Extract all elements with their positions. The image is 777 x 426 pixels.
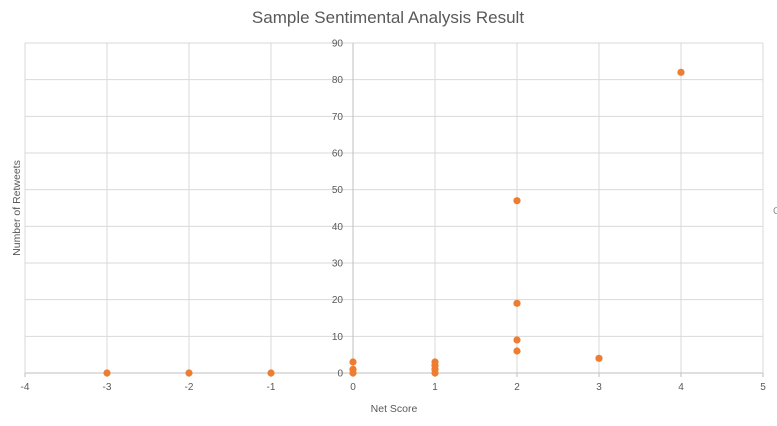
y-tick-label: 50 [332,185,344,196]
y-tick-label: 60 [332,149,344,160]
y-tick-label: 30 [332,259,344,270]
x-tick-label: 0 [350,382,356,393]
cut-off-legend-glyph: C [773,206,777,217]
x-tick-label: 5 [760,382,766,393]
data-point [431,358,439,366]
y-tick-label: 40 [332,222,344,233]
x-tick-label: 3 [596,382,602,393]
x-tick-label: -4 [21,382,30,393]
y-tick-label: 90 [332,39,344,50]
data-point [595,354,603,362]
x-tick-label: -1 [267,382,276,393]
data-point [349,358,357,366]
data-point [349,365,357,373]
data-point [513,347,521,355]
data-point [185,369,193,377]
y-tick-label: 70 [332,112,344,123]
x-tick-label: 2 [514,382,520,393]
gridlines [24,42,764,373]
y-tick-label: 10 [332,332,344,343]
x-tick-label: -3 [103,382,112,393]
x-tick-label: 1 [432,382,438,393]
data-point [103,369,111,377]
chart-title: Sample Sentimental Analysis Result [252,8,524,27]
y-tick-label: 0 [337,369,343,380]
y-tick-label: 80 [332,75,344,86]
data-point [677,68,685,76]
x-tick-label: 4 [678,382,684,393]
tick-labels: 0 10 20 30 40 50 60 70 80 90 -4 -3 -2 -1 0 1 2 3 4 5 [21,39,767,394]
x-tick-label: -2 [185,382,194,393]
x-axis-label: Net Score [371,403,418,415]
y-axis-label: Number of Retweets [11,160,23,256]
data-points [103,68,685,377]
y-tick-label: 20 [332,295,344,306]
data-point [513,299,521,307]
data-point [513,336,521,344]
data-point [513,197,521,205]
data-point [267,369,275,377]
axes [24,43,764,377]
